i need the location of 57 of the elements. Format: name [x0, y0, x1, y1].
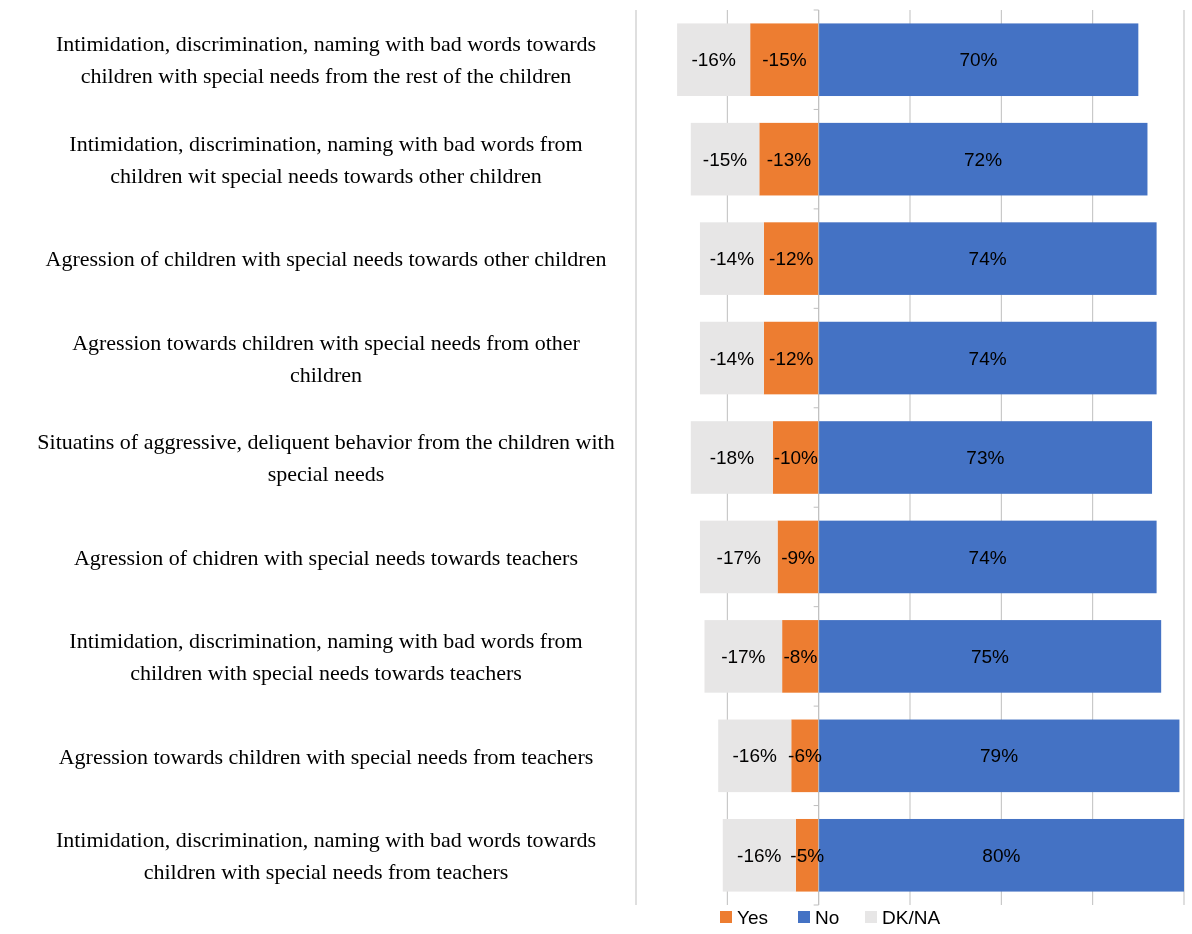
- y-tick-label: Agression of children with special needs towards other children: [45, 246, 607, 272]
- data-label: -12%: [769, 248, 814, 270]
- y-tick-label: Agression towards children with special needs from other children: [72, 329, 581, 387]
- bar: [763, 222, 819, 295]
- data-label: 74%: [968, 546, 1007, 568]
- data-label: -8%: [783, 646, 818, 668]
- data-label: -18%: [709, 447, 755, 469]
- bar: [818, 122, 1148, 196]
- bar: [818, 23, 1139, 97]
- legend-label: Yes: [737, 906, 768, 928]
- bar: [818, 222, 1157, 295]
- data-label: -14%: [709, 248, 755, 270]
- data-label: 75%: [970, 646, 1010, 668]
- data-label: 70%: [959, 49, 998, 71]
- bar: [750, 23, 819, 97]
- y-tick-label: Intimidation, discrimination, naming with bad words towards children with special needs from the rest of the children: [55, 31, 597, 89]
- data-label: 73%: [966, 447, 1005, 469]
- y-tick-label: Intimidation, discrimination, naming with bad words from children with special needs towards teachers: [69, 628, 583, 686]
- legend-label: DK/NA: [882, 906, 941, 928]
- bar: [699, 222, 764, 295]
- data-label: -16%: [732, 745, 778, 767]
- bar: [690, 421, 773, 494]
- bar: [690, 122, 760, 196]
- data-label: 74%: [968, 347, 1007, 369]
- y-tick-label: Intimidation, discrimination, naming with bad words from children wit special needs towards other children: [69, 130, 583, 188]
- data-label: -9%: [781, 546, 816, 568]
- y-tick-label: Agression of chidren with special needs towards teachers: [73, 544, 579, 570]
- bar: [818, 520, 1157, 594]
- bar: [677, 23, 751, 97]
- series-label: No: [815, 906, 840, 928]
- bar: [818, 421, 1153, 494]
- data-label: -17%: [721, 646, 766, 668]
- data-label: -17%: [716, 546, 762, 568]
- bar: [782, 620, 819, 693]
- data-label: -10%: [773, 447, 819, 469]
- data-label: -16%: [691, 49, 736, 71]
- data-label: 79%: [980, 745, 1019, 767]
- y-tick-label: Intimidation, discrimination, naming with bad words towards children with special needs from teachers: [55, 826, 597, 884]
- data-label: -14%: [709, 347, 755, 369]
- data-label: -15%: [762, 49, 807, 71]
- data-label: 72%: [964, 148, 1003, 170]
- bar: [759, 122, 819, 196]
- y-tick-label: Situatins of aggressive, deliquent behavior from the children with special needs: [37, 429, 615, 487]
- bar: [818, 620, 1162, 693]
- bar: [763, 321, 819, 395]
- data-label: 80%: [982, 844, 1021, 866]
- y-tick-label: Agression towards children with special needs from teachers: [58, 743, 594, 769]
- bar: [699, 321, 764, 395]
- data-label: 74%: [968, 248, 1007, 270]
- bar: [818, 321, 1157, 395]
- data-label: -13%: [766, 148, 812, 170]
- bar: [773, 421, 819, 494]
- bar: [704, 620, 783, 693]
- data-label: -16%: [737, 844, 782, 866]
- bar: [699, 520, 778, 594]
- data-label: -12%: [769, 347, 814, 369]
- data-label: -15%: [702, 148, 748, 170]
